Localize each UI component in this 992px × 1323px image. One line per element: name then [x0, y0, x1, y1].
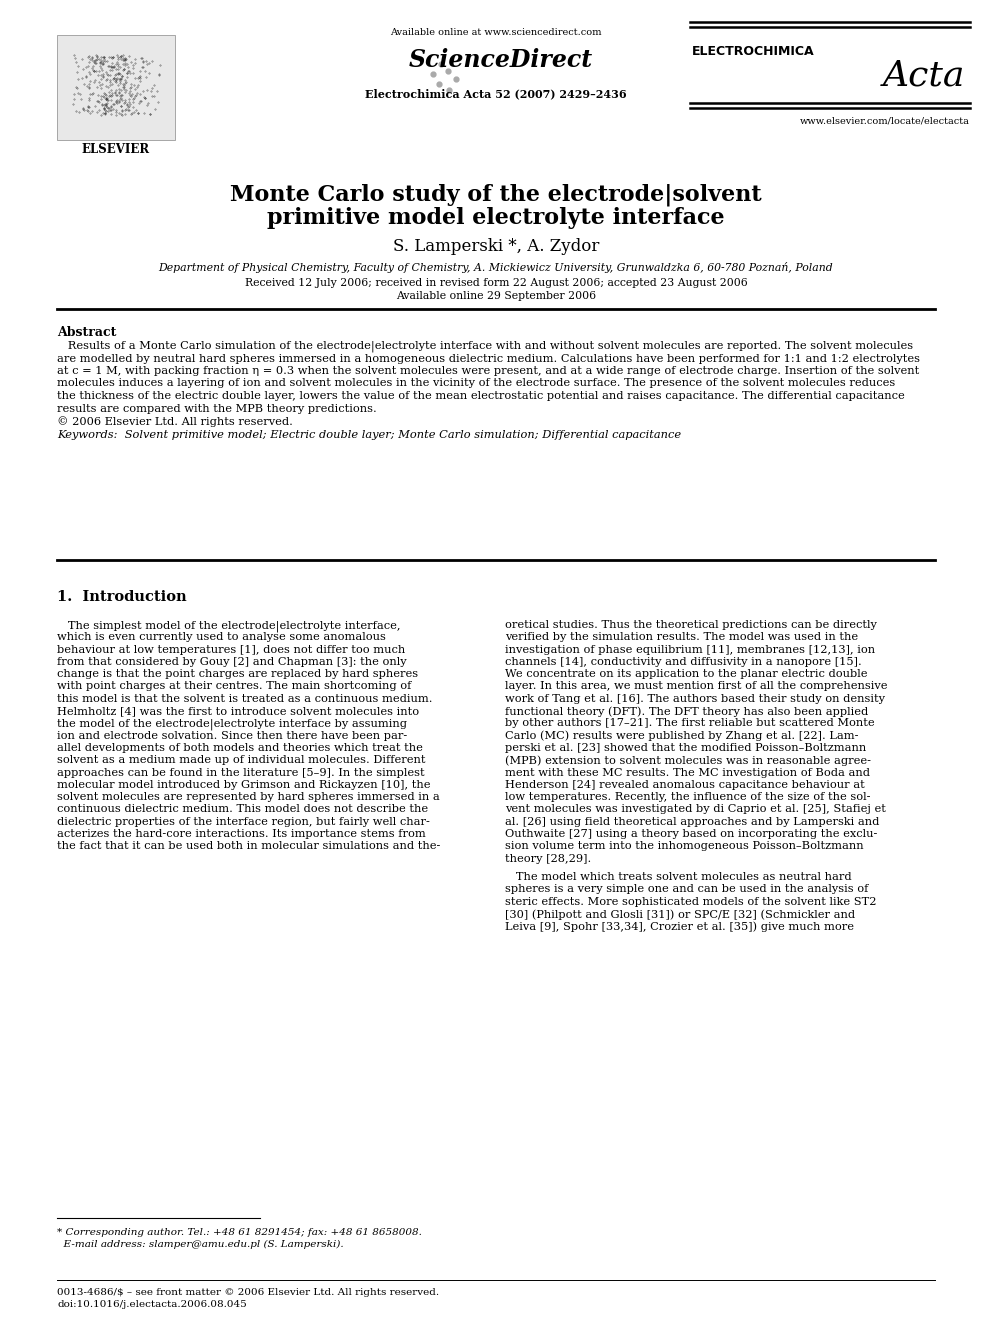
Text: perski et al. [23] showed that the modified Poisson–Boltzmann: perski et al. [23] showed that the modif…	[505, 744, 866, 753]
Text: ScienceDirect: ScienceDirect	[409, 48, 593, 71]
Text: the model of the electrode|electrolyte interface by assuming: the model of the electrode|electrolyte i…	[57, 718, 407, 730]
Text: layer. In this area, we must mention first of all the comprehensive: layer. In this area, we must mention fir…	[505, 681, 888, 692]
Bar	[57, 34, 175, 140]
Text: at c = 1 M, with packing fraction η = 0.3 when the solvent molecules were presen: at c = 1 M, with packing fraction η = 0.…	[57, 366, 920, 376]
Text: molecular model introduced by Grimson and Rickayzen [10], the: molecular model introduced by Grimson an…	[57, 779, 431, 790]
Text: investigation of phase equilibrium [11], membranes [12,13], ion: investigation of phase equilibrium [11],…	[505, 644, 875, 655]
Text: continuous dielectric medium. This model does not describe the: continuous dielectric medium. This model…	[57, 804, 429, 815]
Text: We concentrate on its application to the planar electric double: We concentrate on its application to the…	[505, 669, 867, 679]
Text: doi:10.1016/j.electacta.2006.08.045: doi:10.1016/j.electacta.2006.08.045	[57, 1301, 247, 1308]
Text: The model which treats solvent molecules as neutral hard: The model which treats solvent molecules…	[505, 872, 851, 882]
Text: Available online 29 September 2006: Available online 29 September 2006	[396, 291, 596, 302]
Text: steric effects. More sophisticated models of the solvent like ST2: steric effects. More sophisticated model…	[505, 897, 877, 906]
Text: Department of Physical Chemistry, Faculty of Chemistry, A. Mickiewicz University: Department of Physical Chemistry, Facult…	[159, 262, 833, 273]
Text: primitive model electrolyte interface: primitive model electrolyte interface	[267, 206, 725, 229]
Text: oretical studies. Thus the theoretical predictions can be directly: oretical studies. Thus the theoretical p…	[505, 620, 877, 630]
Text: Outhwaite [27] using a theory based on incorporating the exclu-: Outhwaite [27] using a theory based on i…	[505, 830, 877, 839]
Text: ELSEVIER: ELSEVIER	[82, 143, 150, 156]
Text: E-mail address: slamper@amu.edu.pl (S. Lamperski).: E-mail address: slamper@amu.edu.pl (S. L…	[57, 1240, 343, 1249]
Text: solvent molecules are represented by hard spheres immersed in a: solvent molecules are represented by har…	[57, 792, 439, 802]
Text: Abstract: Abstract	[57, 325, 116, 339]
Text: results are compared with the MPB theory predictions.: results are compared with the MPB theory…	[57, 404, 377, 414]
Text: channels [14], conductivity and diffusivity in a nanopore [15].: channels [14], conductivity and diffusiv…	[505, 658, 862, 667]
Text: Monte Carlo study of the electrode|solvent: Monte Carlo study of the electrode|solve…	[230, 183, 762, 205]
Text: Received 12 July 2006; received in revised form 22 August 2006; accepted 23 Augu: Received 12 July 2006; received in revis…	[245, 278, 747, 288]
Text: [30] (Philpott and Glosli [31]) or SPC/E [32] (Schmickler and: [30] (Philpott and Glosli [31]) or SPC/E…	[505, 909, 855, 919]
Text: Henderson [24] revealed anomalous capacitance behaviour at: Henderson [24] revealed anomalous capaci…	[505, 779, 865, 790]
Text: allel developments of both models and theories which treat the: allel developments of both models and th…	[57, 744, 423, 753]
Text: Keywords:  Solvent primitive model; Electric double layer; Monte Carlo simulatio: Keywords: Solvent primitive model; Elect…	[57, 430, 682, 441]
Text: 0013-4686/$ – see front matter © 2006 Elsevier Ltd. All rights reserved.: 0013-4686/$ – see front matter © 2006 El…	[57, 1289, 439, 1297]
Text: theory [28,29].: theory [28,29].	[505, 853, 591, 864]
Text: al. [26] using field theoretical approaches and by Lamperski and: al. [26] using field theoretical approac…	[505, 816, 879, 827]
Text: sion volume term into the inhomogeneous Poisson–Boltzmann: sion volume term into the inhomogeneous …	[505, 841, 864, 852]
Text: the thickness of the electric double layer, lowers the value of the mean electro: the thickness of the electric double lay…	[57, 392, 905, 401]
Text: by other authors [17–21]. The first reliable but scattered Monte: by other authors [17–21]. The first reli…	[505, 718, 875, 729]
Text: behaviour at low temperatures [1], does not differ too much: behaviour at low temperatures [1], does …	[57, 644, 406, 655]
Text: verified by the simulation results. The model was used in the: verified by the simulation results. The …	[505, 632, 858, 642]
Text: work of Tang et al. [16]. The authors based their study on density: work of Tang et al. [16]. The authors ba…	[505, 693, 885, 704]
Text: with point charges at their centres. The main shortcoming of: with point charges at their centres. The…	[57, 681, 412, 692]
Text: vent molecules was investigated by di Caprio et al. [25], Stafiej et: vent molecules was investigated by di Ca…	[505, 804, 886, 815]
Text: Available online at www.sciencedirect.com: Available online at www.sciencedirect.co…	[390, 28, 602, 37]
Text: change is that the point charges are replaced by hard spheres: change is that the point charges are rep…	[57, 669, 418, 679]
Text: from that considered by Gouy [2] and Chapman [3]: the only: from that considered by Gouy [2] and Cha…	[57, 658, 407, 667]
Text: spheres is a very simple one and can be used in the analysis of: spheres is a very simple one and can be …	[505, 885, 868, 894]
Text: acterizes the hard-core interactions. Its importance stems from: acterizes the hard-core interactions. It…	[57, 830, 426, 839]
Text: ion and electrode solvation. Since then there have been par-: ion and electrode solvation. Since then …	[57, 730, 408, 741]
Text: Results of a Monte Carlo simulation of the electrode|electrolyte interface with : Results of a Monte Carlo simulation of t…	[57, 341, 913, 352]
Text: Electrochimica Acta 52 (2007) 2429–2436: Electrochimica Acta 52 (2007) 2429–2436	[365, 89, 627, 99]
Text: The simplest model of the electrode|electrolyte interface,: The simplest model of the electrode|elec…	[57, 620, 401, 631]
Text: solvent as a medium made up of individual molecules. Different: solvent as a medium made up of individua…	[57, 755, 426, 765]
Text: S. Lamperski *, A. Zydor: S. Lamperski *, A. Zydor	[393, 238, 599, 255]
Text: ELECTROCHIMICA: ELECTROCHIMICA	[692, 45, 814, 58]
Text: approaches can be found in the literature [5–9]. In the simplest: approaches can be found in the literatur…	[57, 767, 425, 778]
Text: Acta: Acta	[883, 58, 965, 93]
Text: Carlo (MC) results were published by Zhang et al. [22]. Lam-: Carlo (MC) results were published by Zha…	[505, 730, 858, 741]
Text: this model is that the solvent is treated as a continuous medium.: this model is that the solvent is treate…	[57, 693, 433, 704]
Text: (MPB) extension to solvent molecules was in reasonable agree-: (MPB) extension to solvent molecules was…	[505, 755, 871, 766]
Text: www.elsevier.com/locate/electacta: www.elsevier.com/locate/electacta	[801, 116, 970, 124]
Text: Helmholtz [4] was the first to introduce solvent molecules into: Helmholtz [4] was the first to introduce…	[57, 706, 420, 716]
Text: Leiva [9], Spohr [33,34], Crozier et al. [35]) give much more: Leiva [9], Spohr [33,34], Crozier et al.…	[505, 921, 854, 931]
Text: the fact that it can be used both in molecular simulations and the-: the fact that it can be used both in mol…	[57, 841, 440, 852]
Text: which is even currently used to analyse some anomalous: which is even currently used to analyse …	[57, 632, 386, 642]
Text: dielectric properties of the interface region, but fairly well char-: dielectric properties of the interface r…	[57, 816, 430, 827]
Text: are modelled by neutral hard spheres immersed in a homogeneous dielectric medium: are modelled by neutral hard spheres imm…	[57, 353, 920, 364]
Text: functional theory (DFT). The DFT theory has also been applied: functional theory (DFT). The DFT theory …	[505, 706, 868, 717]
Text: * Corresponding author. Tel.: +48 61 8291454; fax: +48 61 8658008.: * Corresponding author. Tel.: +48 61 829…	[57, 1228, 422, 1237]
Text: ment with these MC results. The MC investigation of Boda and: ment with these MC results. The MC inves…	[505, 767, 870, 778]
Text: low temperatures. Recently, the influence of the size of the sol-: low temperatures. Recently, the influenc…	[505, 792, 871, 802]
Text: © 2006 Elsevier Ltd. All rights reserved.: © 2006 Elsevier Ltd. All rights reserved…	[57, 415, 293, 427]
Text: molecules induces a layering of ion and solvent molecules in the vicinity of the: molecules induces a layering of ion and …	[57, 378, 895, 389]
Text: 1.  Introduction: 1. Introduction	[57, 590, 186, 605]
